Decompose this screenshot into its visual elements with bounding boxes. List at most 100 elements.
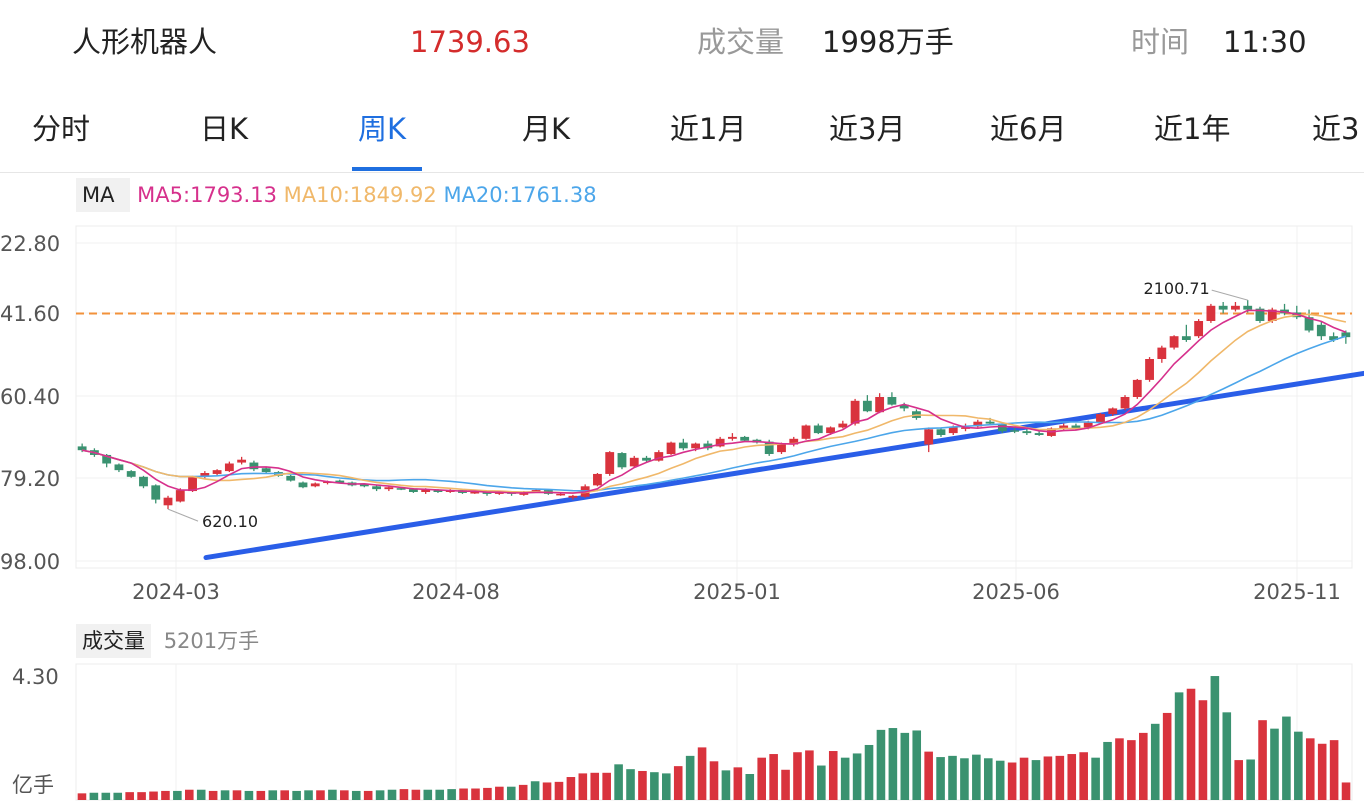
- candle-body: [1329, 336, 1339, 340]
- volume-bar: [1139, 732, 1148, 800]
- candle-body: [1034, 433, 1044, 435]
- candle-body: [973, 421, 983, 427]
- tab-intraday[interactable]: 分时: [32, 112, 91, 146]
- volume-bar: [709, 761, 719, 800]
- volume-bar: [101, 792, 111, 800]
- candle: [568, 494, 578, 500]
- candle-body: [335, 480, 345, 483]
- volume-bar: [614, 764, 623, 800]
- candle: [666, 441, 676, 455]
- volume-bar: [757, 757, 766, 800]
- tab-weekly-k[interactable]: 周K: [358, 112, 407, 146]
- volume-bar: [304, 790, 313, 800]
- volume-bar: [1019, 757, 1029, 800]
- candle-body: [372, 486, 382, 490]
- candle-body: [629, 457, 639, 467]
- volume-bar: [184, 789, 194, 800]
- candle: [715, 436, 725, 448]
- candle-body: [887, 397, 897, 405]
- candle-body: [642, 457, 651, 461]
- candle-body: [826, 427, 835, 434]
- tab-3-years[interactable]: 近3: [1312, 112, 1360, 146]
- candle: [1218, 302, 1228, 314]
- candle-body: [261, 468, 271, 473]
- candle-body: [605, 452, 615, 474]
- candle-body: [139, 476, 148, 487]
- volume-bar: [256, 790, 266, 800]
- tab-3-months[interactable]: 近3月: [829, 112, 906, 146]
- volume-bar: [1317, 743, 1327, 800]
- volume-bar: [745, 774, 755, 800]
- tab-6-months[interactable]: 近6月: [990, 112, 1067, 146]
- volume-bar: [888, 728, 898, 800]
- volume-bar: [995, 760, 1005, 800]
- candle: [1022, 429, 1032, 435]
- candle-body: [77, 446, 87, 451]
- volume-bar: [650, 772, 659, 800]
- tab-monthly-k[interactable]: 月K: [522, 112, 571, 146]
- candle-body: [875, 397, 885, 413]
- candle-body: [997, 423, 1007, 432]
- candle-body: [1071, 425, 1081, 429]
- candle-body: [298, 482, 308, 488]
- ma10-line: [81, 313, 1347, 494]
- candle: [163, 495, 173, 510]
- volume-chart[interactable]: 4.30 亿手: [0, 660, 1364, 806]
- candle-body: [1022, 431, 1032, 434]
- candle-body: [224, 463, 234, 472]
- candle-body: [789, 438, 799, 445]
- volume-bar: [1222, 712, 1232, 800]
- tab-1-year[interactable]: 近1年: [1154, 112, 1231, 146]
- volume-bar: [137, 792, 146, 800]
- candle-body: [1169, 336, 1179, 348]
- candle-body: [985, 421, 995, 424]
- candle: [1194, 319, 1204, 339]
- volume-bar: [1234, 760, 1244, 800]
- candle: [924, 427, 934, 453]
- candle: [1169, 335, 1179, 350]
- volume-bar: [840, 757, 850, 800]
- volume-bar: [828, 751, 838, 800]
- candle: [224, 461, 234, 473]
- volume-bar: [363, 790, 373, 800]
- candle: [801, 424, 811, 440]
- ma20-value: MA20:1761.38: [443, 183, 597, 207]
- volume-bar: [1294, 731, 1303, 800]
- volume-axis-top: 4.30: [12, 665, 59, 689]
- candle-body: [813, 425, 823, 434]
- volume-bar: [1258, 720, 1267, 800]
- y-tick-label: 22.80: [0, 232, 60, 256]
- candle-body: [237, 459, 247, 463]
- current-price: 1739.63: [410, 25, 530, 59]
- ma-selector[interactable]: MA: [76, 178, 131, 212]
- volume-bar: [769, 754, 778, 800]
- candle: [286, 474, 296, 482]
- candle-body: [200, 473, 210, 477]
- volume-bar: [542, 782, 552, 800]
- tab-1-month[interactable]: 近1月: [670, 112, 747, 146]
- candle-body: [924, 429, 934, 445]
- volume-bar: [435, 789, 445, 800]
- candle: [1181, 324, 1191, 342]
- y-tick-label: 41.60: [0, 302, 60, 326]
- tab-daily-k[interactable]: 日K: [200, 112, 249, 146]
- volume-bar: [208, 790, 218, 800]
- candle-body: [175, 490, 185, 502]
- volume-bar: [1127, 740, 1136, 800]
- volume-bar: [411, 789, 421, 800]
- volume-selector[interactable]: 成交量: [76, 624, 151, 658]
- candle-body: [1304, 317, 1314, 331]
- volume-bar: [1246, 759, 1255, 800]
- candle-body: [1267, 309, 1277, 321]
- candle-body: [556, 493, 566, 496]
- candle: [605, 451, 615, 476]
- volume-bar: [316, 790, 325, 800]
- x-tick-label: 2025-11: [1253, 580, 1341, 604]
- y-tick-label: 60.40: [0, 385, 60, 409]
- candle-body: [703, 443, 713, 449]
- volume-bar: [1198, 700, 1208, 800]
- candle-body: [359, 484, 369, 487]
- candle: [249, 460, 259, 472]
- volume-bar: [864, 744, 874, 800]
